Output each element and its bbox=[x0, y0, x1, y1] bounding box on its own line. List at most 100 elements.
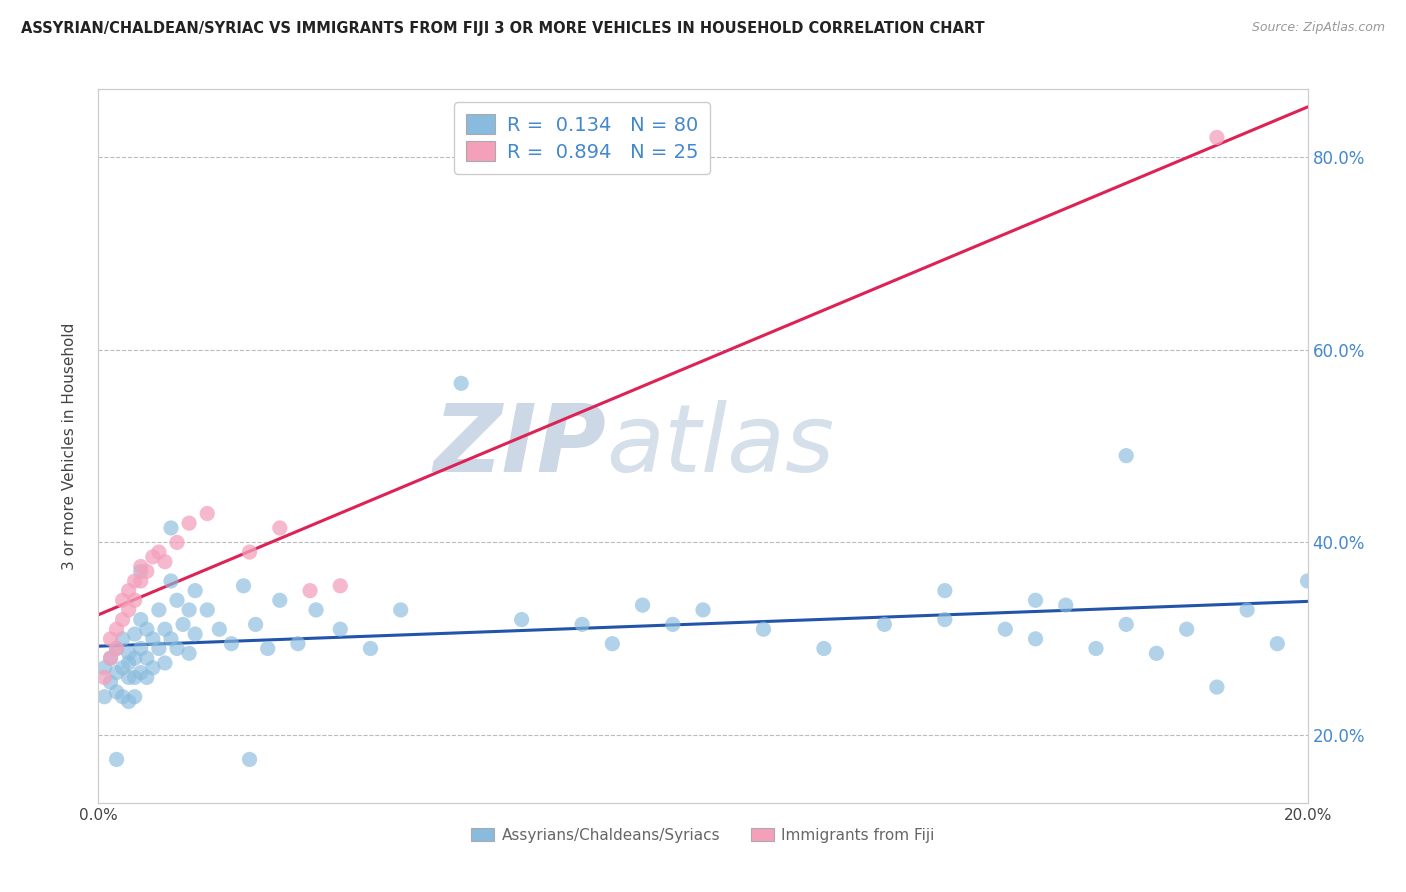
Point bbox=[195, 603, 218, 617]
Point bbox=[329, 622, 352, 636]
Point bbox=[135, 622, 157, 636]
Point bbox=[135, 670, 157, 684]
Point bbox=[195, 507, 218, 521]
Text: ZIP: ZIP bbox=[433, 400, 606, 492]
Point bbox=[118, 670, 141, 684]
Point bbox=[1206, 130, 1229, 145]
Point bbox=[153, 656, 176, 670]
Y-axis label: 3 or more Vehicles in Household: 3 or more Vehicles in Household bbox=[62, 322, 77, 570]
Point bbox=[93, 690, 115, 704]
Point bbox=[1206, 680, 1229, 694]
Point bbox=[1296, 574, 1319, 588]
Point bbox=[100, 651, 122, 665]
Point bbox=[142, 632, 165, 646]
Point bbox=[135, 651, 157, 665]
Text: ASSYRIAN/CHALDEAN/SYRIAC VS IMMIGRANTS FROM FIJI 3 OR MORE VEHICLES IN HOUSEHOLD: ASSYRIAN/CHALDEAN/SYRIAC VS IMMIGRANTS F… bbox=[21, 21, 984, 36]
Point bbox=[994, 622, 1017, 636]
Point bbox=[602, 637, 624, 651]
Point bbox=[571, 617, 593, 632]
Point bbox=[631, 598, 654, 612]
Point bbox=[111, 661, 134, 675]
Point bbox=[105, 665, 128, 680]
Point bbox=[239, 545, 262, 559]
Point bbox=[105, 641, 128, 656]
Point bbox=[184, 627, 207, 641]
Point bbox=[118, 603, 141, 617]
Point bbox=[148, 641, 170, 656]
Text: atlas: atlas bbox=[606, 401, 835, 491]
Point bbox=[148, 603, 170, 617]
Point bbox=[299, 583, 322, 598]
Point bbox=[129, 565, 152, 579]
Point bbox=[172, 617, 194, 632]
Point bbox=[389, 603, 412, 617]
Point bbox=[124, 690, 146, 704]
Point bbox=[752, 622, 775, 636]
Point bbox=[160, 632, 183, 646]
Point bbox=[118, 694, 141, 708]
Point bbox=[692, 603, 714, 617]
Point bbox=[239, 752, 262, 766]
Point bbox=[105, 641, 128, 656]
Point bbox=[256, 641, 278, 656]
Point bbox=[118, 656, 141, 670]
Point bbox=[153, 555, 176, 569]
Point bbox=[1024, 593, 1046, 607]
Point bbox=[118, 646, 141, 660]
Point bbox=[360, 641, 382, 656]
Point bbox=[129, 574, 152, 588]
Point bbox=[1085, 641, 1108, 656]
Point bbox=[1024, 632, 1046, 646]
Point bbox=[208, 622, 231, 636]
Point bbox=[934, 613, 956, 627]
Point bbox=[873, 617, 896, 632]
Point bbox=[1144, 646, 1167, 660]
Point bbox=[111, 613, 134, 627]
Point bbox=[166, 593, 188, 607]
Point bbox=[105, 622, 128, 636]
Point bbox=[153, 622, 176, 636]
Legend: Assyrians/Chaldeans/Syriacs, Immigrants from Fiji: Assyrians/Chaldeans/Syriacs, Immigrants … bbox=[465, 822, 941, 848]
Point bbox=[100, 632, 122, 646]
Point bbox=[148, 545, 170, 559]
Point bbox=[93, 661, 115, 675]
Point bbox=[105, 752, 128, 766]
Point bbox=[111, 593, 134, 607]
Point bbox=[160, 574, 183, 588]
Point bbox=[111, 632, 134, 646]
Point bbox=[184, 583, 207, 598]
Point bbox=[510, 613, 533, 627]
Point bbox=[221, 637, 243, 651]
Point bbox=[100, 675, 122, 690]
Point bbox=[179, 646, 201, 660]
Point bbox=[269, 521, 291, 535]
Point bbox=[1236, 603, 1258, 617]
Point bbox=[450, 376, 472, 391]
Point bbox=[813, 641, 835, 656]
Point bbox=[1267, 637, 1289, 651]
Point bbox=[1175, 622, 1198, 636]
Point bbox=[129, 613, 152, 627]
Point bbox=[245, 617, 267, 632]
Point bbox=[179, 516, 201, 530]
Point bbox=[93, 670, 115, 684]
Point bbox=[1115, 449, 1137, 463]
Point bbox=[166, 535, 188, 549]
Point bbox=[287, 637, 309, 651]
Point bbox=[124, 651, 146, 665]
Point bbox=[661, 617, 683, 632]
Point bbox=[329, 579, 352, 593]
Point bbox=[129, 641, 152, 656]
Point bbox=[100, 651, 122, 665]
Point bbox=[232, 579, 254, 593]
Point bbox=[118, 583, 141, 598]
Text: Source: ZipAtlas.com: Source: ZipAtlas.com bbox=[1251, 21, 1385, 34]
Point bbox=[1054, 598, 1077, 612]
Point bbox=[179, 603, 201, 617]
Point bbox=[124, 627, 146, 641]
Point bbox=[124, 670, 146, 684]
Point bbox=[129, 559, 152, 574]
Point bbox=[135, 565, 157, 579]
Point bbox=[142, 661, 165, 675]
Point bbox=[124, 593, 146, 607]
